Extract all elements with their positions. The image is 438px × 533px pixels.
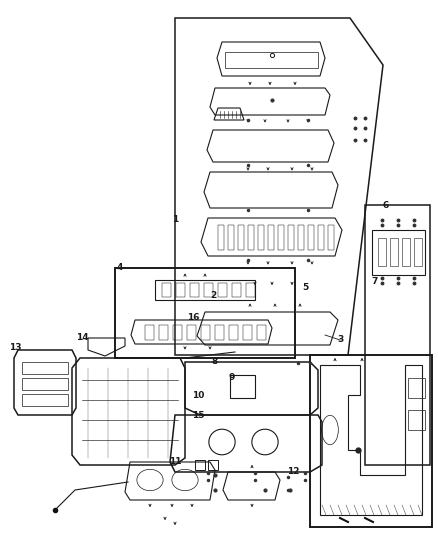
Text: 14: 14 <box>76 334 88 343</box>
Text: 4: 4 <box>117 263 123 272</box>
Bar <box>22 378 68 390</box>
Bar <box>155 280 255 300</box>
Bar <box>218 225 224 250</box>
Bar <box>243 325 252 340</box>
Bar <box>257 325 266 340</box>
Bar <box>229 325 238 340</box>
Bar <box>246 283 255 297</box>
Bar <box>173 325 182 340</box>
Bar <box>145 325 154 340</box>
Bar <box>218 283 227 297</box>
Bar <box>162 283 171 297</box>
Bar <box>365 205 430 465</box>
Text: 3: 3 <box>337 335 343 344</box>
Text: 10: 10 <box>192 391 204 400</box>
Text: 8: 8 <box>212 358 218 367</box>
Bar <box>318 225 324 250</box>
Bar <box>22 362 68 374</box>
Text: 2: 2 <box>210 290 216 300</box>
Bar <box>414 238 422 266</box>
Text: 11: 11 <box>169 457 181 466</box>
Bar <box>215 325 224 340</box>
Bar <box>230 375 255 398</box>
Text: 5: 5 <box>302 282 308 292</box>
Bar <box>248 225 254 250</box>
Bar <box>201 325 210 340</box>
Bar <box>204 283 213 297</box>
Bar <box>278 225 284 250</box>
Bar <box>228 225 234 250</box>
Bar <box>159 325 168 340</box>
Text: 9: 9 <box>229 374 235 383</box>
Bar <box>195 460 205 470</box>
Bar <box>115 268 295 358</box>
Bar <box>238 225 244 250</box>
Bar <box>258 225 264 250</box>
Bar <box>310 355 432 527</box>
Bar <box>208 460 218 470</box>
Bar <box>232 283 241 297</box>
Bar <box>176 283 185 297</box>
Text: 1: 1 <box>172 215 178 224</box>
Text: 6: 6 <box>383 200 389 209</box>
Bar <box>390 238 398 266</box>
Bar <box>372 230 425 275</box>
Bar <box>225 52 318 68</box>
Text: 12: 12 <box>287 467 299 477</box>
Text: 15: 15 <box>192 410 204 419</box>
Bar <box>268 225 274 250</box>
Bar <box>22 394 68 406</box>
Bar <box>378 238 386 266</box>
Text: 13: 13 <box>9 343 21 352</box>
Text: 7: 7 <box>372 278 378 287</box>
Bar <box>190 283 199 297</box>
Bar <box>288 225 294 250</box>
Bar <box>328 225 334 250</box>
Bar <box>298 225 304 250</box>
Bar <box>187 325 196 340</box>
Text: 16: 16 <box>187 313 199 322</box>
Bar <box>402 238 410 266</box>
Bar <box>308 225 314 250</box>
